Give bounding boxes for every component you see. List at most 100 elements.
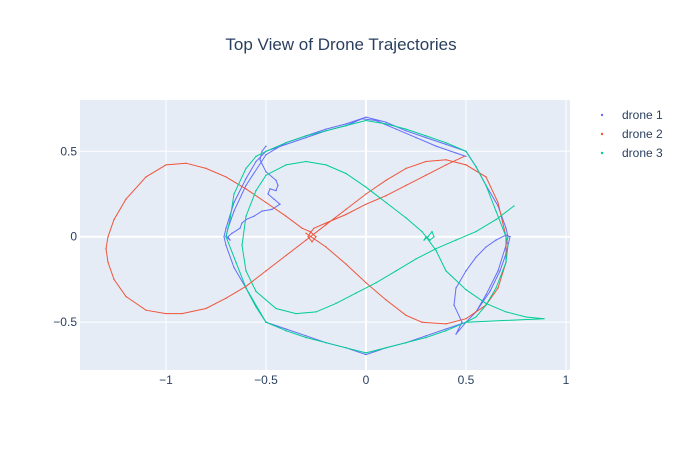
- data-point: [335, 302, 337, 305]
- data-point: [453, 304, 455, 306]
- data-point: [239, 227, 241, 229]
- data-point: [405, 184, 407, 187]
- data-point: [241, 222, 243, 224]
- data-point: [405, 167, 407, 170]
- data-point: [365, 353, 367, 356]
- data-point: [405, 314, 407, 317]
- data-point: [345, 208, 347, 211]
- data-point: [223, 236, 225, 238]
- legend-marker: [600, 151, 604, 155]
- data-point: [225, 176, 227, 178]
- data-point: [271, 208, 273, 211]
- data-point: [365, 116, 367, 118]
- data-point: [275, 189, 277, 192]
- data-point: [495, 239, 497, 241]
- data-point: [301, 227, 303, 229]
- data-point: [225, 244, 227, 246]
- data-point: [307, 236, 309, 238]
- legend-label: drone 3: [622, 146, 663, 160]
- data-point: [385, 299, 387, 301]
- data-point: [253, 215, 255, 217]
- data-point: [275, 179, 277, 182]
- data-point: [513, 205, 515, 207]
- data-point: [231, 232, 233, 234]
- data-point: [355, 292, 357, 294]
- grid-layer: [80, 100, 570, 370]
- data-point: [445, 159, 447, 161]
- data-point: [405, 128, 407, 130]
- data-point: [325, 130, 327, 132]
- data-point: [507, 244, 509, 246]
- data-point: [485, 176, 487, 178]
- data-point: [425, 336, 427, 339]
- data-point: [285, 329, 287, 332]
- data-point: [233, 210, 235, 212]
- data-point: [497, 287, 499, 289]
- data-point: [145, 309, 147, 311]
- y-tick-label: 0.5: [60, 144, 77, 158]
- data-point: [305, 160, 307, 163]
- data-point: [485, 304, 487, 306]
- data-point: [365, 203, 367, 205]
- data-point: [311, 241, 313, 243]
- data-point: [505, 236, 507, 238]
- data-point: [255, 160, 257, 163]
- data-point: [305, 335, 307, 337]
- data-point: [285, 164, 287, 166]
- data-point: [315, 236, 317, 238]
- data-point: [245, 184, 247, 187]
- data-point: [499, 270, 501, 272]
- legend-item[interactable]: drone 1: [600, 108, 663, 122]
- x-tick-label: 0.5: [458, 373, 475, 387]
- series-line: [225, 119, 545, 354]
- data-point: [245, 177, 247, 180]
- data-point: [305, 239, 307, 241]
- data-point: [205, 167, 207, 170]
- data-point: [233, 266, 235, 269]
- data-point: [445, 323, 447, 325]
- legend[interactable]: drone 1 drone 2 drone 3: [600, 108, 663, 160]
- data-point: [505, 227, 507, 229]
- data-point: [455, 287, 457, 289]
- data-point: [485, 302, 487, 305]
- data-point: [497, 270, 499, 272]
- data-point: [427, 236, 429, 238]
- data-point: [255, 306, 257, 308]
- data-point: [455, 239, 457, 241]
- data-point: [295, 312, 297, 315]
- data-point: [415, 136, 417, 139]
- data-point: [181, 312, 183, 315]
- data-point: [113, 218, 115, 221]
- data-point: [455, 333, 457, 335]
- data-point: [421, 321, 423, 323]
- data-point: [285, 143, 287, 146]
- data-point: [385, 347, 387, 349]
- data-point: [345, 347, 347, 349]
- data-point: [429, 239, 431, 241]
- data-point: [465, 321, 467, 323]
- data-point: [505, 311, 507, 313]
- data-point: [475, 165, 477, 168]
- chart-title: Top View of Drone Trajectories: [225, 35, 456, 54]
- legend-item[interactable]: drone 3: [600, 146, 663, 160]
- data-point: [445, 270, 447, 272]
- data-point: [325, 341, 327, 344]
- y-tick-label: 0: [70, 230, 77, 244]
- data-point: [235, 261, 237, 264]
- data-point: [285, 215, 287, 217]
- data-point: [425, 335, 427, 337]
- data-point: [543, 318, 545, 320]
- data-point: [305, 135, 307, 137]
- data-point: [405, 217, 407, 219]
- data-point: [425, 236, 427, 238]
- data-point: [509, 236, 511, 238]
- data-point: [425, 160, 427, 163]
- data-point: [277, 184, 279, 187]
- data-point: [233, 193, 235, 195]
- data-point: [445, 328, 447, 330]
- data-point: [405, 130, 407, 132]
- data-point: [425, 174, 427, 176]
- data-point: [365, 193, 367, 195]
- data-point: [405, 341, 407, 344]
- legend-item[interactable]: drone 2: [600, 127, 663, 141]
